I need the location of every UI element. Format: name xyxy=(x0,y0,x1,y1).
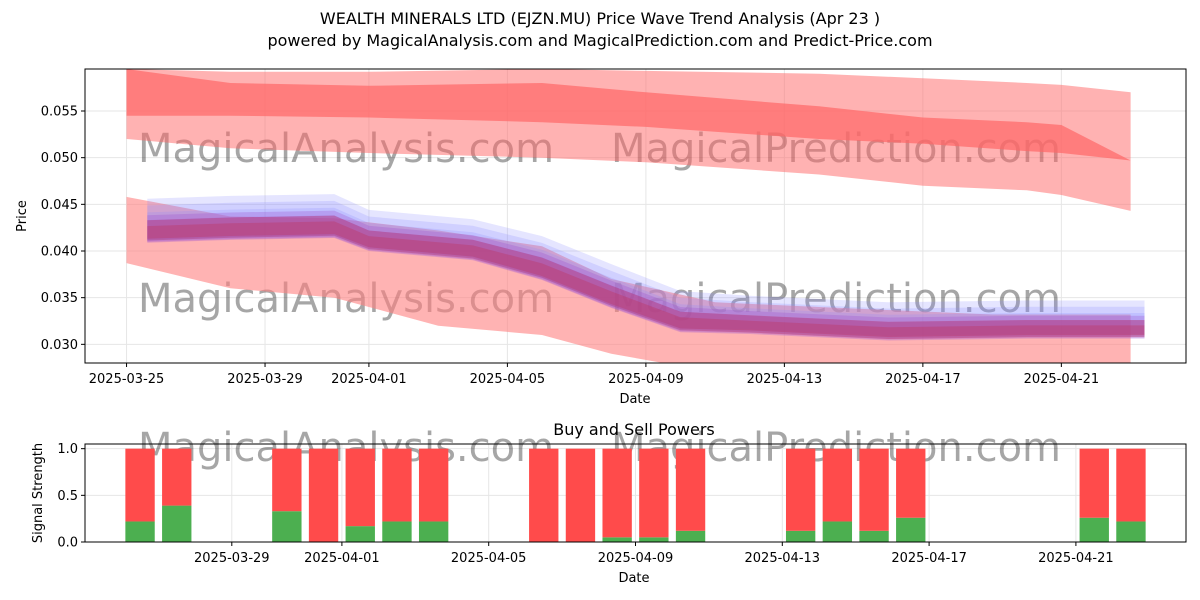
powers-chart-bars xyxy=(125,448,1146,542)
x-tick-label: 2025-04-09 xyxy=(598,551,674,566)
y-tick-label: 0.045 xyxy=(41,198,78,213)
x-tick-label: 2025-04-01 xyxy=(304,551,380,566)
buy-power-bar xyxy=(639,537,669,542)
x-tick-label: 2025-04-01 xyxy=(331,372,407,387)
powers-chart-y-axis: 0.0 0.5 1.0 xyxy=(57,442,85,551)
wave-band xyxy=(147,210,1145,340)
x-tick-label: 2025-04-21 xyxy=(1024,372,1100,387)
y-tick-label: 0.055 xyxy=(41,105,78,120)
main-chart-y-axis: 0.030 0.035 0.040 0.045 0.050 0.055 xyxy=(41,105,85,353)
sell-power-bar xyxy=(529,448,559,542)
sell-power-bar xyxy=(125,448,155,522)
x-tick-label: 2025-03-29 xyxy=(194,551,270,566)
main-chart-series xyxy=(126,69,1145,363)
lower-band xyxy=(126,196,1131,363)
x-tick-label: 2025-03-29 xyxy=(227,372,303,387)
sell-power-bar xyxy=(418,448,449,522)
sell-power-bar xyxy=(565,448,596,542)
main-chart-frame xyxy=(84,68,1187,364)
sell-power-bar xyxy=(896,448,926,518)
x-tick-label: 2025-04-13 xyxy=(745,551,821,566)
buy-power-bar xyxy=(272,511,302,542)
y-tick-label: 1.0 xyxy=(57,442,78,457)
main-chart-y-label: Price xyxy=(15,200,30,232)
buy-power-bar xyxy=(345,526,375,542)
x-tick-label: 2025-04-05 xyxy=(470,372,546,387)
sell-power-bar xyxy=(345,448,375,527)
sell-power-bar xyxy=(602,448,632,538)
y-tick-label: 0.035 xyxy=(41,291,78,306)
y-tick-label: 0.030 xyxy=(41,338,78,353)
buy-power-bar xyxy=(1079,517,1109,542)
y-tick-label: 0.040 xyxy=(41,245,78,260)
sell-power-bar xyxy=(272,448,302,512)
x-tick-label: 2025-04-17 xyxy=(885,372,961,387)
wave-band xyxy=(147,215,1145,337)
sell-power-bar xyxy=(162,448,192,506)
wave-band xyxy=(147,215,1145,341)
x-tick-label: 2025-03-25 xyxy=(89,372,165,387)
wave-band xyxy=(147,221,1145,339)
powers-chart-x-label: Date xyxy=(618,571,649,586)
powers-chart-y-label: Signal Strength xyxy=(31,443,46,543)
sell-power-bar xyxy=(822,448,853,522)
sell-power-bar xyxy=(859,448,889,531)
wave-band xyxy=(147,200,1145,338)
main-chart-x-axis: 2025-03-25 2025-03-29 2025-04-01 2025-04-05… xyxy=(89,363,1099,387)
buy-power-bar xyxy=(125,521,155,542)
buy-power-bar xyxy=(785,530,816,542)
sell-power-bar xyxy=(639,448,669,538)
buy-power-bar xyxy=(896,517,926,542)
chart-subtitle: powered by MagicalAnalysis.com and Magic… xyxy=(267,31,933,50)
sell-power-bar xyxy=(382,448,412,522)
x-tick-label: 2025-04-13 xyxy=(747,372,823,387)
sell-power-bar xyxy=(1116,448,1146,522)
main-chart-x-label: Date xyxy=(619,392,650,407)
sell-power-bar xyxy=(785,448,816,531)
sell-power-bar xyxy=(675,448,706,531)
buy-power-bar xyxy=(602,537,632,542)
sell-power-bar xyxy=(1079,448,1109,518)
y-tick-label: 0.0 xyxy=(57,536,78,551)
x-tick-label: 2025-04-21 xyxy=(1038,551,1114,566)
wave-band xyxy=(147,207,1145,339)
buy-power-bar xyxy=(162,505,192,542)
chart-title: WEALTH MINERALS LTD (EJZN.MU) Price Wave… xyxy=(319,9,881,28)
sell-power-bar xyxy=(308,448,339,542)
powers-chart-x-axis: 2025-03-29 2025-04-01 2025-04-05 2025-04-09… xyxy=(194,542,1114,566)
x-tick-label: 2025-04-17 xyxy=(891,551,967,566)
buy-power-bar xyxy=(418,521,449,542)
powers-chart-title: Buy and Sell Powers xyxy=(553,420,715,439)
buy-power-bar xyxy=(675,530,706,542)
upper-band-inner xyxy=(126,69,1131,161)
buy-power-bar xyxy=(859,530,889,542)
buy-power-bar xyxy=(382,521,412,542)
x-tick-label: 2025-04-09 xyxy=(608,372,684,387)
y-tick-label: 0.050 xyxy=(41,151,78,166)
buy-power-bar xyxy=(822,521,853,542)
y-tick-label: 0.5 xyxy=(57,489,78,504)
buy-power-bar xyxy=(1116,521,1146,542)
x-tick-label: 2025-04-05 xyxy=(451,551,527,566)
wave-band xyxy=(147,194,1145,336)
